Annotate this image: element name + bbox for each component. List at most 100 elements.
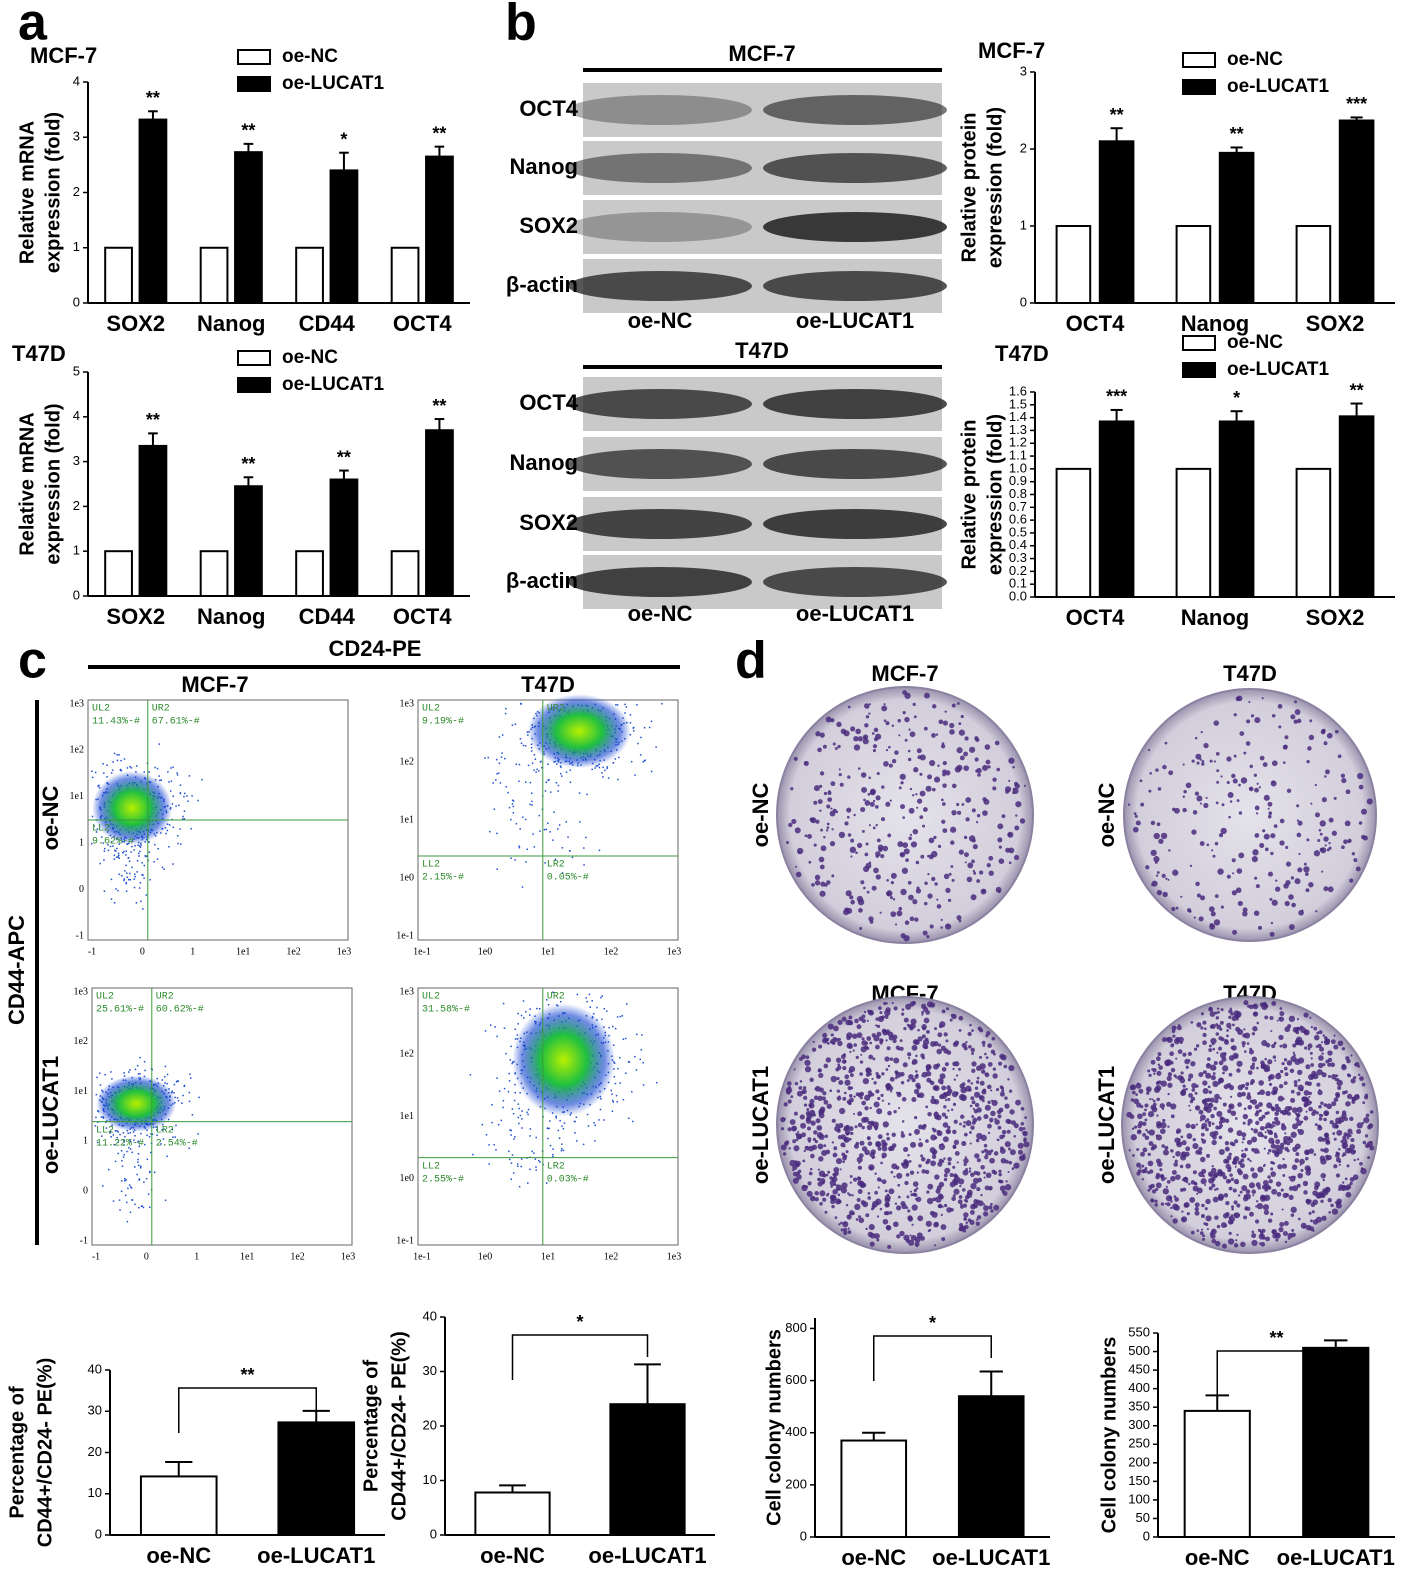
event-dot [110,1136,112,1138]
event-dot [583,864,585,866]
event-dot [615,1094,618,1097]
event-dot [504,757,506,760]
colony [818,1044,823,1049]
event-dot [120,759,122,762]
colony [914,917,919,922]
colony [827,797,833,802]
colony [893,1221,899,1228]
colony [941,798,944,802]
colony [1210,1075,1216,1081]
x-tick-label: CD44 [299,604,356,629]
colony [1155,1172,1161,1177]
colony [848,1069,853,1074]
colony [1198,1146,1203,1152]
colony [931,1095,935,1099]
colony [832,1041,836,1045]
colony [1003,1064,1008,1069]
colony [1195,1084,1199,1088]
colony [782,1152,787,1156]
colony [907,1052,912,1057]
colony [853,1043,857,1047]
colony [1141,1164,1145,1168]
colony [880,1093,884,1097]
colony [1185,1146,1191,1152]
colony [810,1153,815,1159]
event-dot [613,1076,616,1078]
colony [1358,821,1363,825]
colony [975,1138,980,1143]
colony [922,1123,927,1128]
legend-swatch [237,76,271,92]
colony [849,1073,854,1078]
event-dot [126,876,128,878]
colony [865,1067,872,1073]
event-dot [94,1125,97,1127]
colony [910,841,918,848]
event-dot [166,1082,168,1085]
bar [425,429,454,597]
colony [1267,801,1273,807]
colony [910,1018,917,1025]
event-dot [548,779,550,781]
y-tick-label: 0 [73,587,80,602]
event-dot [527,734,529,736]
colony [1328,817,1334,823]
colony [1297,1172,1303,1179]
colony [1282,761,1286,765]
event-dot [148,851,150,854]
colony [847,1227,850,1230]
colony [1161,1107,1165,1111]
colony [899,1046,904,1051]
colony [1318,829,1322,832]
significance: ** [1110,105,1124,125]
event-dot [536,1007,538,1010]
colony [913,1193,918,1197]
event-dot [565,821,568,823]
colony [1194,1091,1198,1095]
colony [1260,1234,1264,1238]
colony [1330,1062,1336,1068]
bar [1338,415,1375,598]
event-dot [173,1083,176,1086]
colony [836,1089,841,1093]
event-dot [517,1165,519,1167]
colony [957,810,962,815]
colony [868,1224,875,1231]
colony [804,834,808,838]
colony [947,1125,951,1130]
colony [838,768,841,771]
flow-events [94,1056,200,1223]
event-dot [538,1008,541,1010]
event-dot [656,1081,658,1084]
quadrant-percent: 11.43%-# [92,717,140,728]
colony [1317,1136,1324,1142]
colony [1281,1061,1285,1066]
colony [936,1130,943,1137]
colony [950,826,957,833]
colony [1183,789,1187,794]
colony [896,1092,902,1098]
colony [858,1153,864,1158]
colony [976,1065,982,1072]
event-dot [484,1030,487,1032]
colony [1255,884,1260,889]
colony [819,1201,823,1206]
event-dot [505,707,507,710]
event-dot [156,767,159,770]
colony [836,1076,840,1081]
colony [915,1070,918,1073]
bar [1295,467,1332,598]
error-bar [243,476,254,487]
colony [1198,1072,1204,1078]
colony [1211,1122,1215,1126]
colony [1231,1205,1234,1209]
colony [949,729,955,735]
colony [1142,1147,1148,1153]
event-dot [625,1072,627,1074]
colony [855,1141,860,1146]
colony [866,1019,869,1022]
colony [805,1146,808,1149]
event-dot [121,1165,124,1167]
event-dot [510,1162,513,1164]
colony [905,858,909,862]
